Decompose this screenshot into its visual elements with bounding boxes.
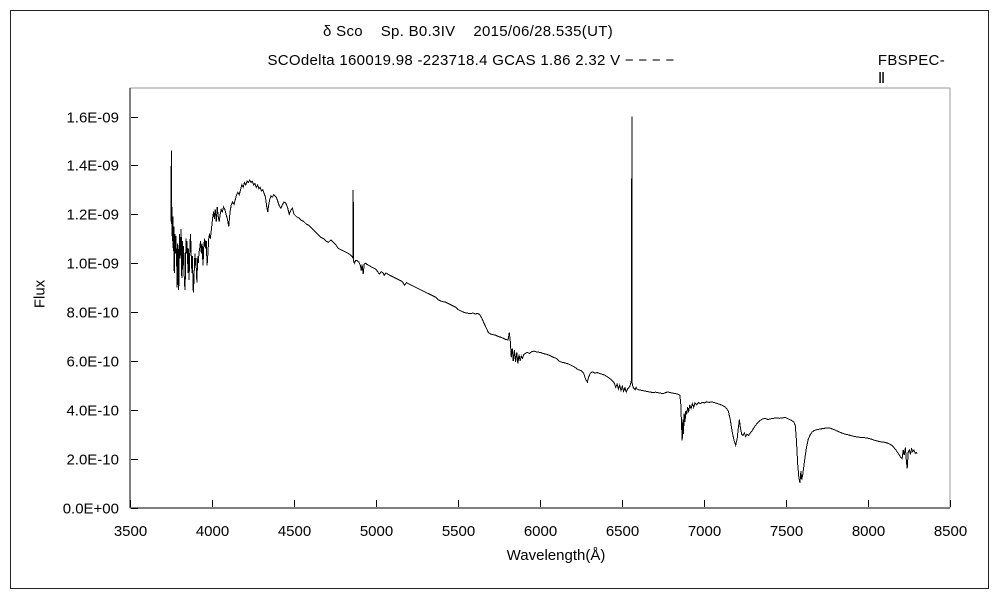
x-tick-label: 8500 xyxy=(934,523,967,540)
x-tick-label: 5500 xyxy=(442,523,475,540)
x-tick-label: 3500 xyxy=(114,523,147,540)
y-tick-label: 4.0E-10 xyxy=(66,403,119,420)
y-tick-label: 0.0E+00 xyxy=(63,501,119,518)
chart-subtitle: SCOdelta 160019.98 -223718.4 GCAS 1.86 2… xyxy=(267,52,675,69)
x-axis-title: Wavelength(Å) xyxy=(506,547,606,564)
x-tick-label: 7000 xyxy=(688,523,721,540)
x-tick-label: 4500 xyxy=(278,523,311,540)
spectrum-line xyxy=(170,116,918,484)
x-tick-label: 4000 xyxy=(196,523,229,540)
y-tick-label: 6.0E-10 xyxy=(66,354,119,371)
y-tick-label: 2.0E-10 xyxy=(66,452,119,469)
y-tick-label: 1.0E-09 xyxy=(66,256,119,273)
y-tick-label: 1.4E-09 xyxy=(66,158,119,175)
x-tick-label: 6500 xyxy=(606,523,639,540)
x-tick-label: 5000 xyxy=(360,523,393,540)
outer-border xyxy=(10,10,989,589)
x-tick-label: 8000 xyxy=(852,523,885,540)
y-tick-label: 1.6E-09 xyxy=(66,110,119,127)
instrument-label: FBSPEC-Ⅱ xyxy=(877,52,945,87)
x-tick-label: 7500 xyxy=(770,523,803,540)
chart-title: δ Sco Sp. B0.3IV 2015/06/28.535(UT) xyxy=(323,23,613,40)
x-tick-label: 6000 xyxy=(524,523,557,540)
y-tick-label: 1.2E-09 xyxy=(66,207,119,224)
y-tick-label: 8.0E-10 xyxy=(66,305,119,322)
